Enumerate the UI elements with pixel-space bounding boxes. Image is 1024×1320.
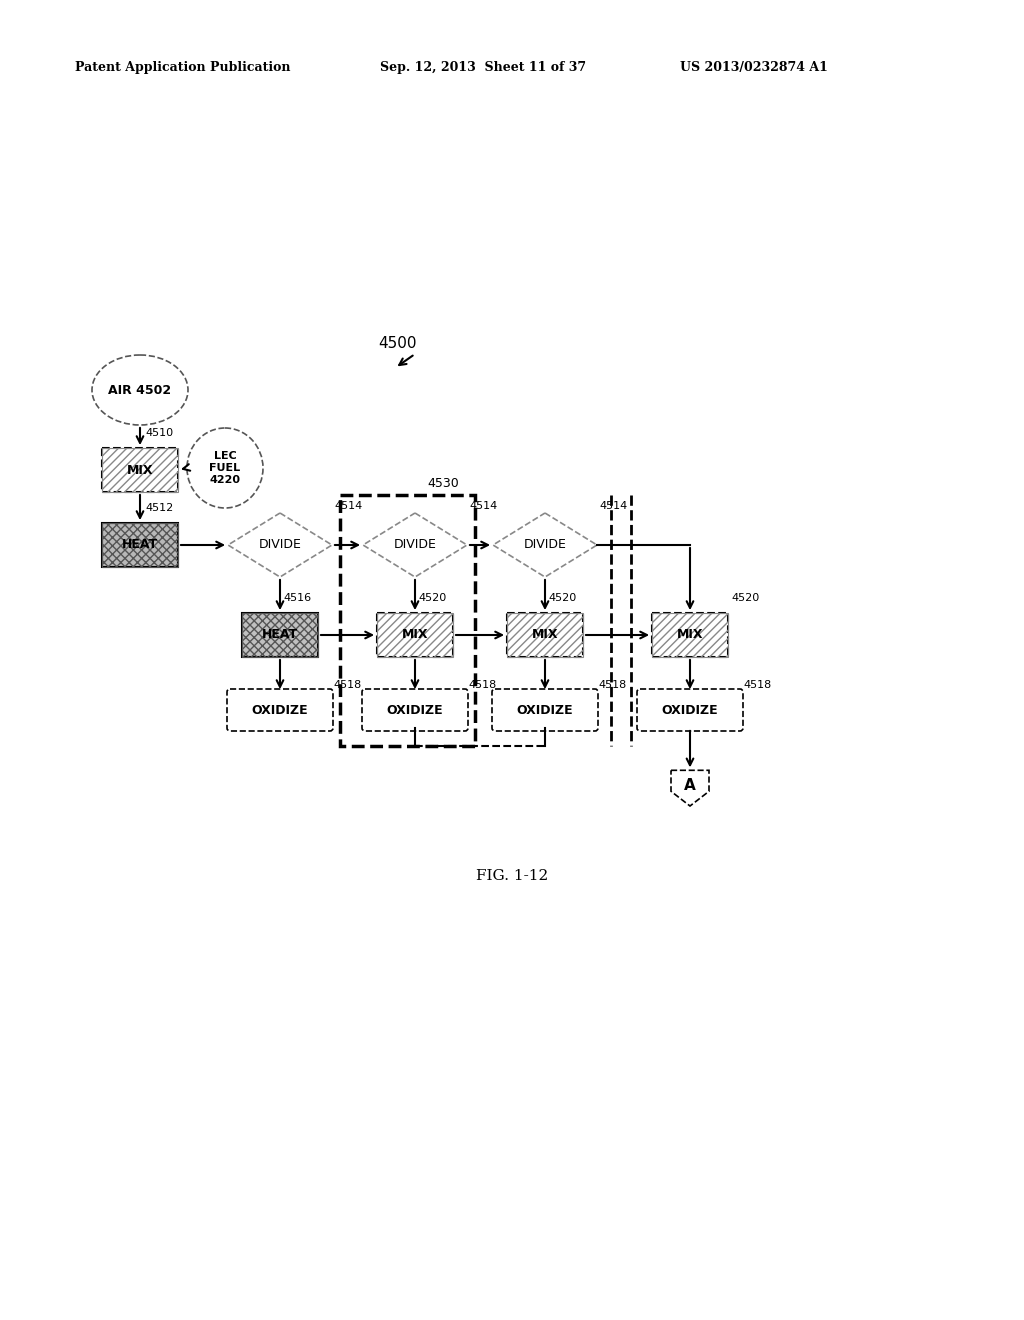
Text: A: A [684, 777, 696, 792]
Text: 4520: 4520 [548, 593, 577, 603]
Text: LEC
FUEL
4220: LEC FUEL 4220 [210, 451, 241, 484]
Text: 4530: 4530 [427, 477, 459, 490]
Text: 4516: 4516 [283, 593, 311, 603]
Bar [507, 612, 583, 657]
Text: 4510: 4510 [145, 428, 173, 438]
Bar [652, 612, 728, 657]
Bar [102, 447, 178, 492]
Text: HEAT: HEAT [262, 628, 298, 642]
Text: OXIDIZE: OXIDIZE [252, 704, 308, 717]
Text: DIVIDE: DIVIDE [259, 539, 301, 552]
Text: 4500: 4500 [378, 337, 417, 351]
Text: 4518: 4518 [468, 680, 497, 690]
Text: Patent Application Publication: Patent Application Publication [75, 62, 291, 74]
Text: OXIDIZE: OXIDIZE [662, 704, 718, 717]
Text: 4514: 4514 [334, 502, 362, 511]
Text: 4514: 4514 [469, 502, 498, 511]
Bar [340, 495, 475, 746]
Text: Sep. 12, 2013  Sheet 11 of 37: Sep. 12, 2013 Sheet 11 of 37 [380, 62, 586, 74]
Bar [652, 612, 728, 657]
Text: MIX: MIX [401, 628, 428, 642]
Bar [377, 612, 453, 657]
Text: DIVIDE: DIVIDE [393, 539, 436, 552]
Text: AIR 4502: AIR 4502 [109, 384, 172, 396]
Bar [242, 612, 318, 657]
Bar [507, 612, 583, 657]
Text: MIX: MIX [127, 463, 154, 477]
Bar [102, 523, 178, 568]
Text: FIG. 1-12: FIG. 1-12 [476, 869, 548, 883]
FancyBboxPatch shape [637, 689, 743, 731]
FancyBboxPatch shape [362, 689, 468, 731]
Bar [377, 612, 453, 657]
Text: HEAT: HEAT [122, 539, 158, 552]
Text: 4520: 4520 [418, 593, 446, 603]
Text: 4518: 4518 [743, 680, 771, 690]
Bar [102, 523, 178, 568]
Text: MIX: MIX [531, 628, 558, 642]
Text: 4512: 4512 [145, 503, 173, 513]
Text: 4520: 4520 [731, 593, 759, 603]
FancyBboxPatch shape [227, 689, 333, 731]
Text: OXIDIZE: OXIDIZE [387, 704, 443, 717]
Text: 4518: 4518 [598, 680, 627, 690]
Text: US 2013/0232874 A1: US 2013/0232874 A1 [680, 62, 827, 74]
Text: 4514: 4514 [599, 502, 628, 511]
Bar [102, 447, 178, 492]
Text: OXIDIZE: OXIDIZE [517, 704, 573, 717]
Text: 4518: 4518 [333, 680, 361, 690]
Text: MIX: MIX [677, 628, 703, 642]
FancyBboxPatch shape [492, 689, 598, 731]
Text: DIVIDE: DIVIDE [523, 539, 566, 552]
Bar [242, 612, 318, 657]
